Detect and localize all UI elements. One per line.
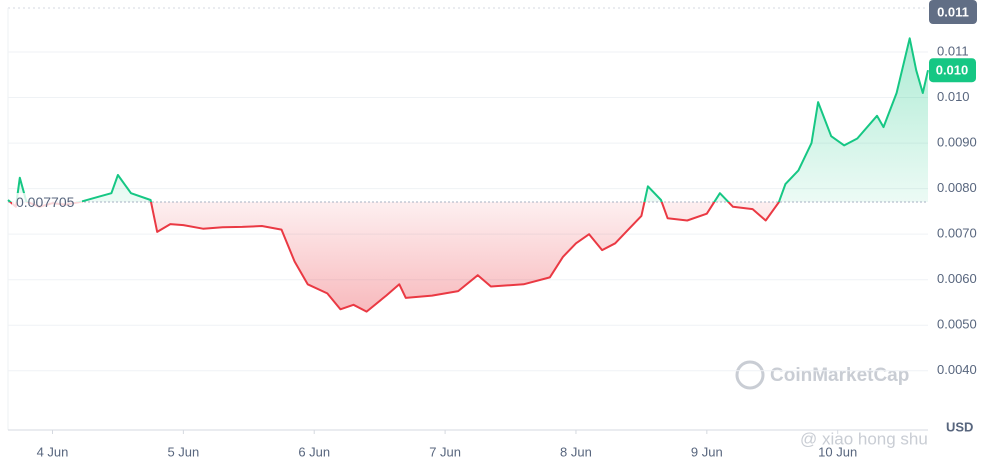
watermark-logo — [735, 360, 765, 390]
y-tick-label: 0.0040 — [937, 362, 977, 377]
watermark: CoinMarketCap — [770, 365, 909, 386]
high-badge: 0.011 — [937, 4, 969, 19]
price-badge-bg — [929, 58, 976, 83]
y-tick-label: 0.011 — [937, 43, 969, 58]
price-area — [8, 38, 928, 312]
x-tick-label: 9 Jun — [691, 444, 723, 459]
currency-label: USD — [946, 419, 973, 434]
credit-watermark: @ xiao hong shu — [800, 429, 928, 448]
y-tick-label: 0.0090 — [937, 135, 977, 150]
baseline-label-bg — [12, 193, 82, 212]
y-tick-label: 0.0060 — [937, 271, 977, 286]
x-tick-label: 6 Jun — [298, 444, 330, 459]
high-badge-bg — [929, 0, 977, 24]
watermark-group: CoinMarketCap — [735, 360, 909, 390]
y-tick-label: 0.0070 — [937, 226, 977, 241]
price-line — [7, 37, 929, 313]
x-tick-label: 7 Jun — [429, 444, 461, 459]
x-tick-label: 4 Jun — [37, 444, 69, 459]
price-badge: 0.010 — [936, 63, 969, 78]
x-tick-label: 8 Jun — [560, 444, 592, 459]
y-tick-label: 0.0080 — [937, 180, 977, 195]
x-tick-label: 5 Jun — [167, 444, 199, 459]
y-tick-label: 0.010 — [937, 89, 970, 104]
x-tick-label: 10 Jun — [818, 444, 857, 459]
baseline-label: 0.007705 — [16, 194, 75, 210]
y-tick-label: 0.0050 — [937, 317, 977, 332]
